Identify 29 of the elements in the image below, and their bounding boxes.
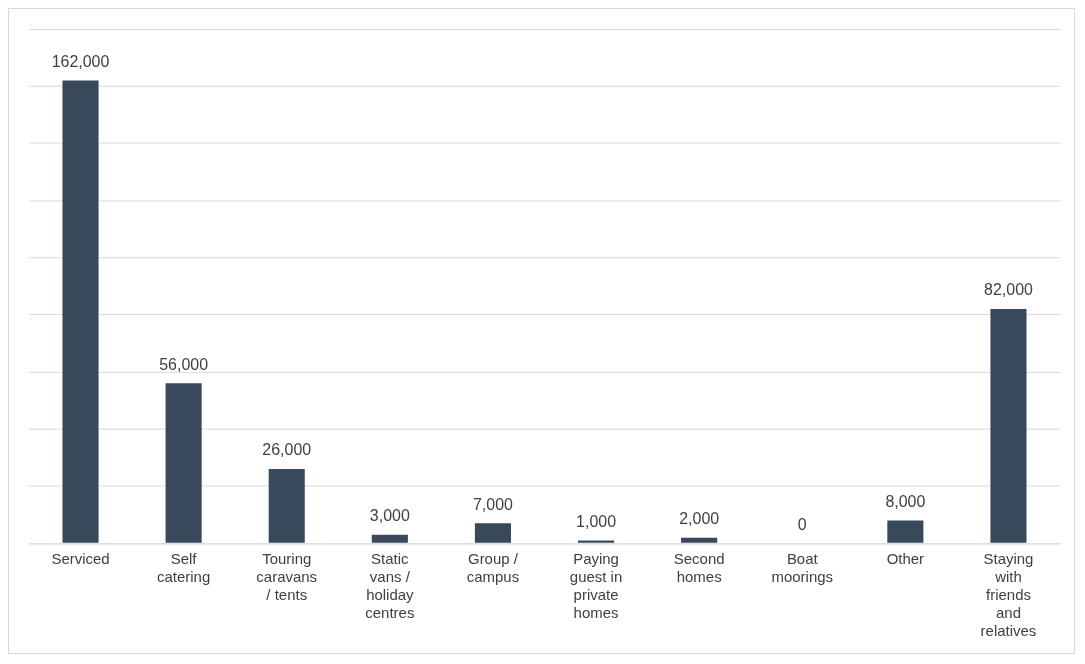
data-label: 7,000 bbox=[472, 495, 514, 513]
data-label: 0 bbox=[797, 515, 807, 533]
data-label: 56,000 bbox=[159, 355, 209, 373]
data-label: 8,000 bbox=[885, 492, 926, 510]
x-tick-label: Self catering bbox=[157, 550, 211, 586]
data-label: 3,000 bbox=[369, 507, 410, 525]
data-label: 162,000 bbox=[51, 52, 110, 70]
data-label: 26,000 bbox=[262, 441, 312, 459]
bar bbox=[474, 523, 511, 543]
x-tick-label: Serviced bbox=[51, 550, 110, 568]
data-label: 2,000 bbox=[679, 510, 720, 528]
bar bbox=[371, 534, 408, 543]
bar bbox=[268, 469, 305, 543]
x-tick-label: Group / campus bbox=[466, 550, 520, 586]
data-label: 1,000 bbox=[576, 512, 617, 530]
x-tick-label: Other bbox=[886, 550, 925, 568]
x-tick-label: Static vans / holiday centres bbox=[365, 550, 415, 622]
bar bbox=[578, 540, 615, 543]
bar bbox=[165, 383, 202, 543]
x-tick-label: Second homes bbox=[673, 550, 725, 586]
bar bbox=[62, 80, 99, 543]
data-label: 82,000 bbox=[984, 281, 1034, 299]
x-tick-label: Staying with friends and relatives bbox=[980, 550, 1037, 640]
x-tick-label: Paying guest in private homes bbox=[569, 550, 623, 622]
bar bbox=[681, 537, 718, 543]
x-tick-label: Boat moorings bbox=[771, 550, 834, 586]
bar bbox=[990, 309, 1027, 543]
bar bbox=[887, 520, 924, 543]
x-tick-label: Touring caravans / tents bbox=[256, 550, 318, 604]
